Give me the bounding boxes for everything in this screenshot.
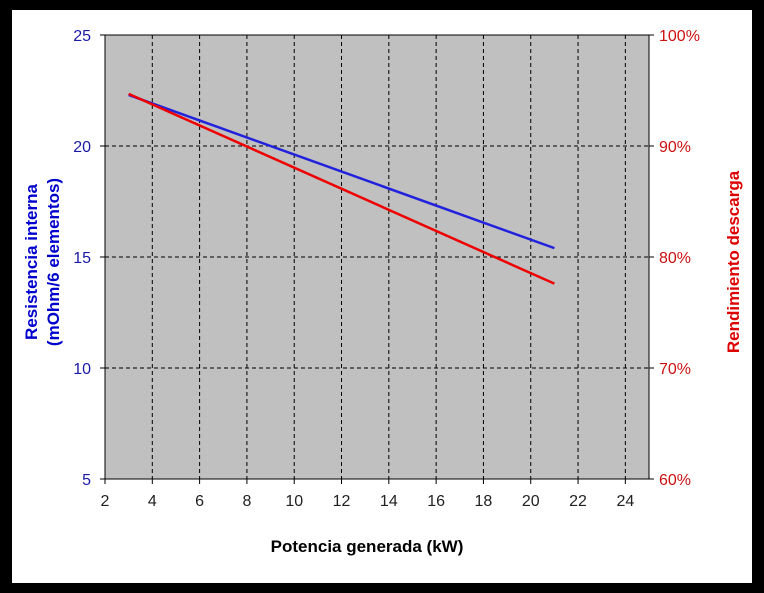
x-tick-label: 8 — [242, 493, 251, 510]
x-tick-label: 22 — [569, 493, 587, 510]
right-tick-label: 60% — [659, 472, 691, 489]
x-tick-label: 12 — [333, 493, 351, 510]
series-layer — [128, 92, 555, 285]
left-tick-label: 20 — [73, 139, 91, 156]
x-tick-label: 24 — [616, 493, 634, 510]
x-tick-label: 6 — [195, 493, 204, 510]
x-tick-label: 18 — [475, 493, 493, 510]
grid — [105, 35, 649, 479]
right-tick-label: 70% — [659, 361, 691, 378]
rendimiento-series-line — [128, 92, 555, 285]
right-tick-label: 80% — [659, 250, 691, 267]
resistencia-series-line — [128, 93, 555, 250]
x-tick-label: 14 — [380, 493, 398, 510]
x-axis-label: Potencia generada (kW) — [271, 537, 464, 556]
chart-frame: 5 10 15 20 25 60% 70% 80% 90% 100% 2 4 6 8 10 12 14 16 18 2… — [12, 10, 752, 583]
x-tick-label: 20 — [522, 493, 540, 510]
left-tick-label: 10 — [73, 361, 91, 378]
x-tick-label: 4 — [148, 493, 157, 510]
x-tick-label: 10 — [285, 493, 303, 510]
left-axis-label-line1: Resistencia interna — [22, 184, 41, 340]
right-tick-label: 100% — [659, 28, 700, 45]
left-tick-label: 15 — [73, 250, 91, 267]
right-axis-label: Rendimiento descarga — [724, 170, 743, 353]
x-tick-label: 16 — [427, 493, 445, 510]
left-tick-label: 25 — [73, 28, 91, 45]
left-axis-label-line2: (mOhm/6 elementos) — [44, 178, 63, 346]
right-tick-label: 90% — [659, 139, 691, 156]
plot-area — [105, 35, 649, 479]
left-tick-label: 5 — [82, 472, 91, 489]
x-tick-label: 2 — [101, 493, 110, 510]
